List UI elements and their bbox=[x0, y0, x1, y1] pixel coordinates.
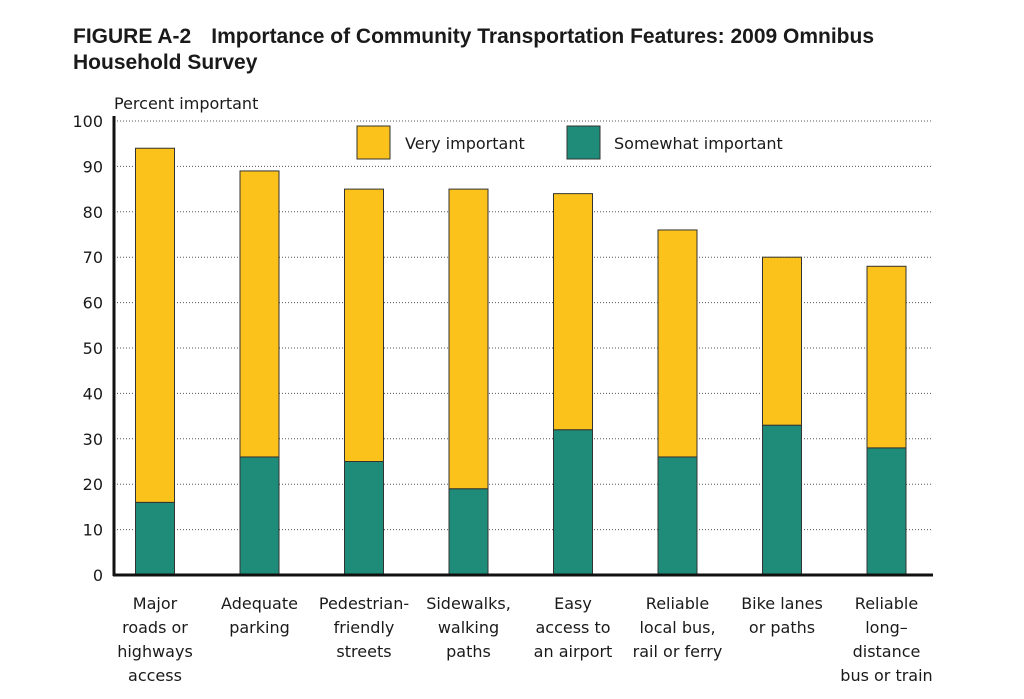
bar-somewhat-important bbox=[657, 456, 698, 576]
bar-somewhat-important bbox=[135, 501, 175, 576]
y-tick-label: 10 bbox=[83, 521, 103, 540]
bar-somewhat-important bbox=[762, 424, 802, 576]
y-tick-label: 40 bbox=[83, 384, 103, 403]
y-tick-label: 50 bbox=[83, 339, 103, 358]
y-tick-label: 90 bbox=[83, 157, 103, 176]
legend-swatch bbox=[566, 125, 601, 160]
category-label: local bus, bbox=[639, 618, 715, 637]
category-label: streets bbox=[336, 642, 391, 661]
y-tick-label: 70 bbox=[83, 248, 103, 267]
category-label: highways bbox=[117, 642, 193, 661]
bar-very-important bbox=[553, 193, 593, 431]
category-label: paths bbox=[446, 642, 491, 661]
category-label: or paths bbox=[749, 618, 815, 637]
bar-somewhat-important bbox=[448, 488, 489, 576]
y-tick-label: 100 bbox=[72, 112, 103, 131]
bars bbox=[135, 147, 907, 576]
bar-somewhat-important bbox=[866, 447, 907, 576]
category-label: Easy bbox=[554, 594, 592, 613]
bar-very-important bbox=[344, 188, 384, 462]
category-label: rail or ferry bbox=[633, 642, 723, 661]
bar-very-important bbox=[135, 147, 175, 503]
category-label: access bbox=[128, 666, 182, 685]
axes bbox=[112, 116, 933, 577]
legend-swatch bbox=[356, 125, 391, 160]
bar-very-important bbox=[448, 188, 489, 490]
category-label: roads or bbox=[122, 618, 188, 637]
legend: Very important Somewhat important bbox=[356, 125, 783, 160]
bar-very-important bbox=[762, 256, 802, 426]
category-label: Major bbox=[133, 594, 178, 613]
y-tick-label: 0 bbox=[93, 566, 103, 585]
category-label: friendly bbox=[334, 618, 395, 637]
legend-label: Very important bbox=[405, 134, 525, 153]
bar-very-important bbox=[239, 170, 280, 458]
figure-number: FIGURE A-2 bbox=[73, 25, 192, 48]
category-labels: Major roads or highways access Adequate parki… bbox=[117, 594, 933, 685]
y-tick-label: 20 bbox=[83, 475, 103, 494]
category-label: Reliable bbox=[855, 594, 918, 613]
category-label: parking bbox=[229, 618, 290, 637]
bar-very-important bbox=[866, 265, 907, 449]
y-tick-label: 80 bbox=[83, 203, 103, 222]
y-tick-label: 60 bbox=[83, 294, 103, 313]
category-label: distance bbox=[853, 642, 921, 661]
category-label: bus or train bbox=[840, 666, 932, 685]
category-label: long– bbox=[865, 618, 908, 637]
category-label: walking bbox=[438, 618, 499, 637]
title-line-2: Household Survey bbox=[73, 51, 258, 74]
title-line-1: Importance of Community Transportation F… bbox=[211, 25, 875, 48]
gridlines bbox=[114, 120, 933, 531]
y-axis-label: Percent important bbox=[114, 94, 258, 113]
bar-somewhat-important bbox=[553, 429, 593, 576]
category-label: Bike lanes bbox=[741, 594, 823, 613]
category-label: Sidewalks, bbox=[426, 594, 511, 613]
legend-label: Somewhat important bbox=[614, 134, 783, 153]
category-label: an airport bbox=[534, 642, 613, 661]
y-tick-label: 30 bbox=[83, 430, 103, 449]
bar-somewhat-important bbox=[239, 456, 280, 576]
category-label: Pedestrian- bbox=[319, 594, 409, 613]
category-label: Adequate bbox=[221, 594, 298, 613]
y-axis-ticks: 0 10 20 30 40 50 60 70 80 90 100 bbox=[72, 112, 103, 585]
bar-somewhat-important bbox=[344, 461, 384, 576]
category-label: Reliable bbox=[646, 594, 709, 613]
bar-very-important bbox=[657, 229, 698, 458]
category-label: access to bbox=[535, 618, 610, 637]
chart-title: FIGURE A-2 Importance of Community Transp… bbox=[73, 24, 874, 76]
